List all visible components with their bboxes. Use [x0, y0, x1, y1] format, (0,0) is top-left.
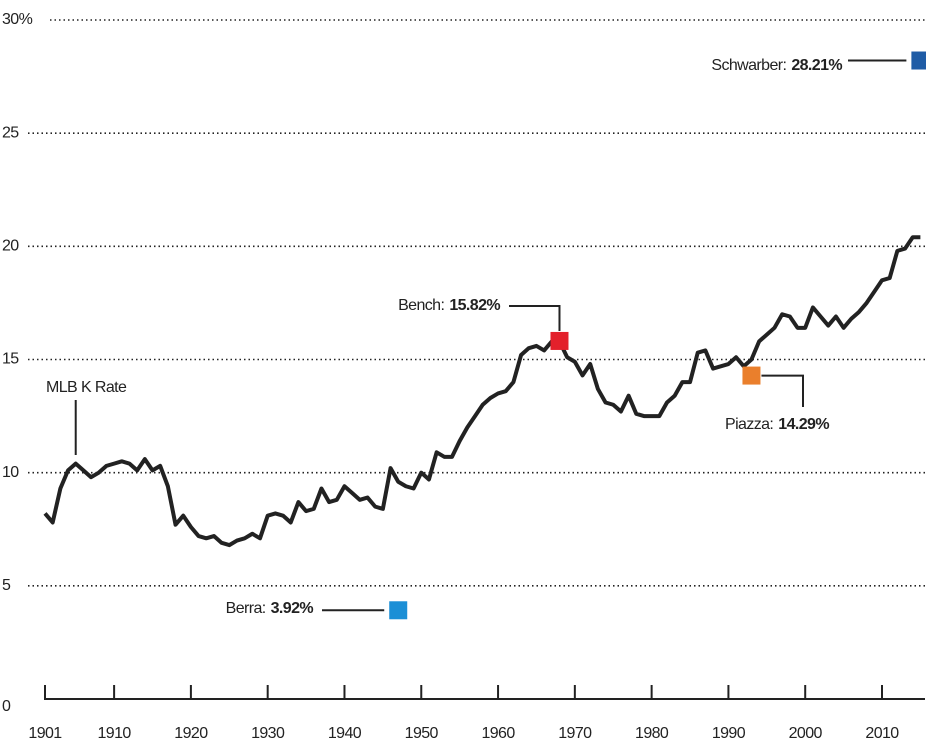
y-tick-label: 30% — [2, 11, 33, 28]
annotation-leader — [509, 305, 561, 331]
x-tick-label: 1960 — [481, 725, 515, 742]
player-value: 14.29% — [778, 416, 829, 433]
x-tick-label: 1920 — [174, 725, 208, 742]
player-label: Bench: 15.82% — [398, 297, 500, 314]
x-tick-label: 1950 — [405, 725, 439, 742]
player-label: Schwarber: 28.21% — [711, 57, 842, 74]
player-marker — [742, 366, 761, 385]
annotation-leader — [761, 374, 804, 407]
player-label: Piazza: 14.29% — [725, 416, 829, 433]
x-tick-label: 1910 — [98, 725, 132, 742]
player-label: Berra: 3.92% — [226, 600, 314, 617]
x-tick-label: 1980 — [635, 725, 669, 742]
x-tick-label: 1930 — [251, 725, 285, 742]
x-tick-label: 1901 — [28, 725, 62, 742]
player-name: Piazza: — [725, 416, 773, 433]
y-tick-label: 25 — [2, 124, 19, 141]
player-value: 15.82% — [449, 297, 500, 314]
player-marker — [550, 331, 569, 350]
player-name: Berra: — [226, 600, 266, 617]
x-tick-label: 2010 — [865, 725, 899, 742]
y-tick-label: 10 — [2, 464, 19, 481]
player-name: Bench: — [398, 297, 444, 314]
series-line — [43, 235, 921, 548]
y-tick-label: 15 — [2, 351, 19, 368]
y-tick-label: 5 — [2, 577, 11, 594]
x-tick-label: 2000 — [789, 725, 823, 742]
y-tick-label: 20 — [2, 238, 19, 255]
player-marker — [911, 51, 926, 70]
y-tick-label: 0 — [2, 698, 11, 715]
player-value: 3.92% — [271, 600, 314, 617]
player-marker — [389, 601, 408, 620]
x-tick-label: 1970 — [558, 725, 592, 742]
player-value: 28.21% — [791, 57, 842, 74]
x-tick-label: 1990 — [712, 725, 746, 742]
x-tick-label: 1940 — [328, 725, 362, 742]
player-name: Schwarber: — [711, 57, 786, 74]
series-label: MLB K Rate — [46, 379, 127, 396]
